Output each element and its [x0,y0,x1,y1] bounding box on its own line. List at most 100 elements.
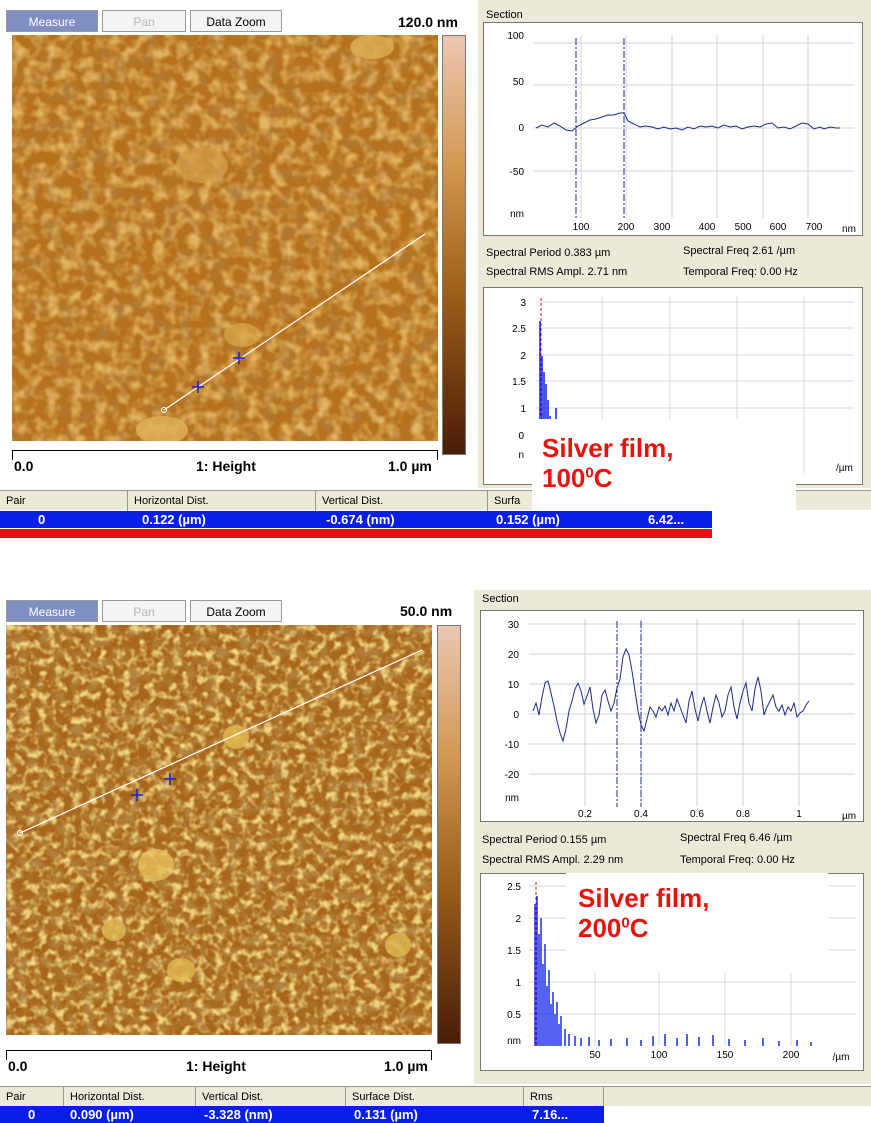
table-row-partial[interactable] [0,529,712,538]
x-unit-label: nm [842,224,856,235]
section-title: Section [486,9,523,21]
y-tick-label: 3 [520,298,526,309]
cell-vertical: -0.674 (nm) [326,512,395,527]
x-tick-label: 700 [806,222,823,233]
y-tick-label: 50 [513,77,525,88]
y-tick-label: 1 [515,978,521,989]
spectrum-bars [534,896,812,1046]
section-profile-chart[interactable]: 100 50 0 -50 nm 100 200 300 400 500 600 … [483,22,863,236]
cell-rms: 6.42... [648,512,685,527]
x-tick-label: 100 [651,1050,668,1061]
x-tick-label: 400 [699,222,716,233]
col-vertical-dist[interactable]: Vertical Dist. [196,1087,346,1107]
annotation-title: Silver film, [578,883,710,913]
y-tick-label: 1.5 [512,377,526,388]
temporal-freq: Temporal Freq: 0.00 Hz [680,854,795,866]
section-line[interactable] [19,649,423,834]
cell-surface: 0.131 (µm) [354,1107,418,1122]
cursor-marker[interactable] [192,352,245,393]
col-vertical-dist[interactable]: Vertical Dist. [316,491,488,511]
col-pair[interactable]: Pair [0,491,128,511]
col-horizontal-dist[interactable]: Horizontal Dist. [64,1087,196,1107]
afm-surface-svg [12,35,438,441]
x-tick-label: 1 [796,809,802,820]
y-tick-label: 2.5 [507,882,521,893]
col-rms[interactable]: Rms [524,1087,604,1107]
x-axis-scale [6,1050,432,1060]
x-unit-label: µm [842,811,856,821]
x-end-label: 1.0 µm [384,1058,428,1074]
x-tick-label: 200 [618,222,635,233]
y-tick-label: 0 [518,123,524,134]
x-tick-label: 100 [573,222,590,233]
section-profile-svg: 100 50 0 -50 nm 100 200 300 400 500 600 … [507,31,856,235]
y-tick-label: 30 [508,620,520,631]
y-tick-label: 0 [513,710,519,721]
x-tick-label: 0.8 [736,809,750,820]
x-tick-label: 0.4 [634,809,648,820]
y-tick-label: -20 [505,770,520,781]
y-unit-label: nm [510,209,524,220]
afm-panel-100c: Measure Pan Data Zoom 120.0 nm [0,0,871,545]
afm-height-image[interactable] [12,35,438,441]
x-axis-scale [12,450,438,460]
height-colorbar [442,35,466,455]
y-tick-label: 10 [508,680,520,691]
section-title: Section [482,593,519,605]
col-surface-dist[interactable]: Surfa [494,495,521,507]
section-trace [535,112,840,132]
spectral-period: Spectral Period 0.155 µm [482,834,607,846]
cell-surface: 0.152 (µm) [496,512,560,527]
table-row-selected[interactable]: 0 0.122 (µm) -0.674 (nm) 0.152 (µm) 6.42… [0,511,712,528]
y-unit-label: nm [507,1036,521,1047]
col-pair[interactable]: Pair [0,1087,64,1107]
data-zoom-button[interactable]: Data Zoom [190,10,282,32]
y-tick-label: 2 [520,351,526,362]
section-profile-svg: 30 20 10 0 -10 -20 nm 0.2 0.4 0.6 0.8 1 … [505,619,856,822]
measure-button[interactable]: Measure [6,10,98,32]
x-unit-label: /µm [833,1052,850,1063]
measurement-table-header: Pair Horizontal Dist. Vertical Dist. Sur… [0,1086,871,1107]
channel-label: 1: Height [186,1058,246,1074]
right-pane: Section 100 50 0 -50 nm 100 [478,0,871,488]
cell-rms: 7.16... [532,1107,569,1122]
spectrum-chart[interactable]: 3 2.5 2 1.5 1 0 n 5 /µm [483,287,863,485]
y-tick-label: 0.5 [507,1010,521,1021]
x-tick-label: 500 [735,222,752,233]
data-zoom-button[interactable]: Data Zoom [190,600,282,622]
annotation-title: Silver film, [542,433,674,463]
annotation-overlay: Silver film, 2000C [566,873,828,973]
col-surface-dist[interactable]: Surface Dist. [346,1087,524,1107]
x-unit-label: /µm [836,463,853,474]
spectral-freq: Spectral Freq 2.61 /µm [683,245,796,257]
z-scale-label: 50.0 nm [400,603,453,619]
x-tick-label: 600 [770,222,787,233]
afm-height-image[interactable] [6,625,432,1035]
pan-button[interactable]: Pan [102,600,186,622]
spectral-freq: Spectral Freq 6.46 /µm [680,832,793,844]
y-tick-label: 100 [507,31,524,42]
pan-button[interactable]: Pan [102,10,186,32]
temporal-freq: Temporal Freq: 0.00 Hz [683,266,798,278]
y-unit-label: nm [505,793,519,804]
section-profile-chart[interactable]: 30 20 10 0 -10 -20 nm 0.2 0.4 0.6 0.8 1 … [480,610,864,822]
x-tick-label: 0.2 [578,809,592,820]
x-tick-label: 50 [589,1050,601,1061]
height-colorbar [437,625,461,1044]
annotation-temperature: 2000C [578,913,649,943]
table-row-selected[interactable]: 0 0.090 (µm) -3.328 (nm) 0.131 (µm) 7.16… [0,1106,604,1123]
right-pane: Section 30 20 10 0 -10 -20 [474,590,871,1084]
section-line[interactable] [163,233,426,411]
y-tick-label: -10 [505,740,520,751]
x-tick-label: 0.6 [690,809,704,820]
y-tick-label: 2 [515,914,521,925]
cell-horizontal: 0.090 (µm) [70,1107,134,1122]
y-tick-label: 2.5 [512,324,526,335]
afm-surface-svg [6,625,432,1035]
y-tick-label: 1 [520,404,526,415]
col-horizontal-dist[interactable]: Horizontal Dist. [128,491,316,511]
cell-pair: 0 [38,512,46,527]
y-tick-label: 1.5 [507,946,521,957]
measure-button[interactable]: Measure [6,600,98,622]
cursor-marker[interactable] [131,773,176,801]
